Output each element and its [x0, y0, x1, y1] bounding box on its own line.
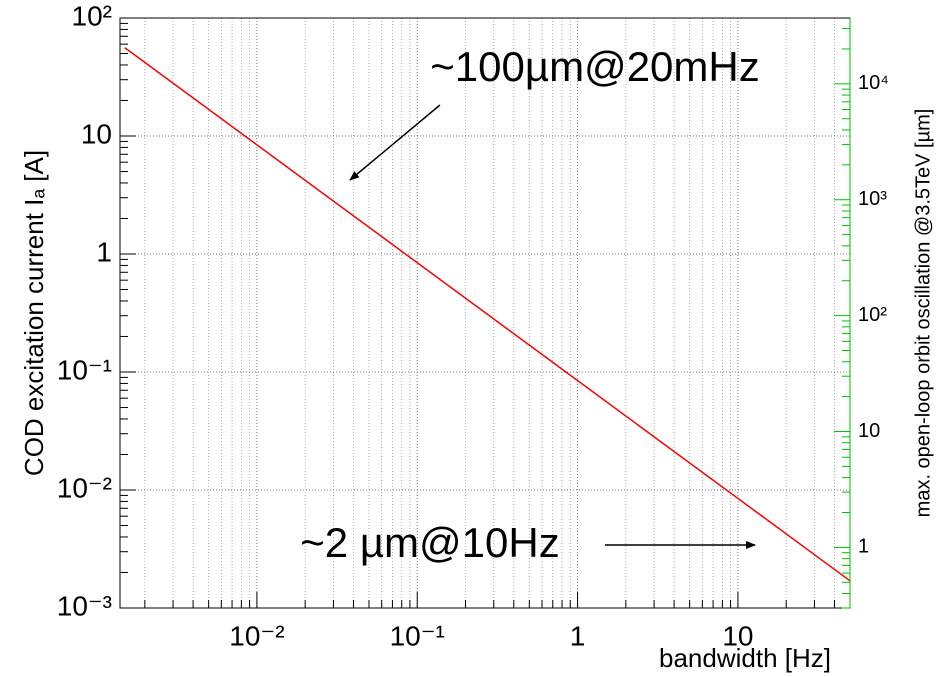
y2-tick-label: 10³ [858, 188, 887, 210]
x-tick-label: 10⁻¹ [390, 620, 445, 651]
annotation-arrow [349, 104, 441, 181]
y-tick-label: 1 [96, 236, 112, 267]
x-tick-label: 10 [722, 620, 753, 651]
y2-tick-label: 10² [858, 304, 887, 326]
x-tick-label: 1 [570, 620, 586, 651]
data-line [124, 47, 851, 582]
annotation: ~100µm@20mHz [430, 43, 759, 90]
y2-tick-label: 10 [858, 420, 880, 442]
y2-axis-title: max. open-loop orbit oscillation @3.5TeV… [912, 109, 934, 518]
x-axis-title: bandwidth [Hz] [659, 643, 831, 673]
y2-tick-label: 10⁴ [858, 72, 889, 94]
y-tick-label: 10⁻¹ [57, 354, 112, 385]
grid [120, 17, 850, 609]
y2-tick-label: 1 [858, 536, 869, 558]
y-tick-label: 10⁻³ [57, 590, 112, 621]
y-tick-label: 10⁻² [57, 472, 112, 503]
y-tick-label: 10² [72, 0, 112, 31]
annotation: ~2 µm@10Hz [300, 519, 559, 566]
y-axis-title: COD excitation current Iₐ [A] [19, 150, 49, 476]
y-tick-label: 10 [81, 118, 112, 149]
x-tick-label: 10⁻² [229, 620, 284, 651]
